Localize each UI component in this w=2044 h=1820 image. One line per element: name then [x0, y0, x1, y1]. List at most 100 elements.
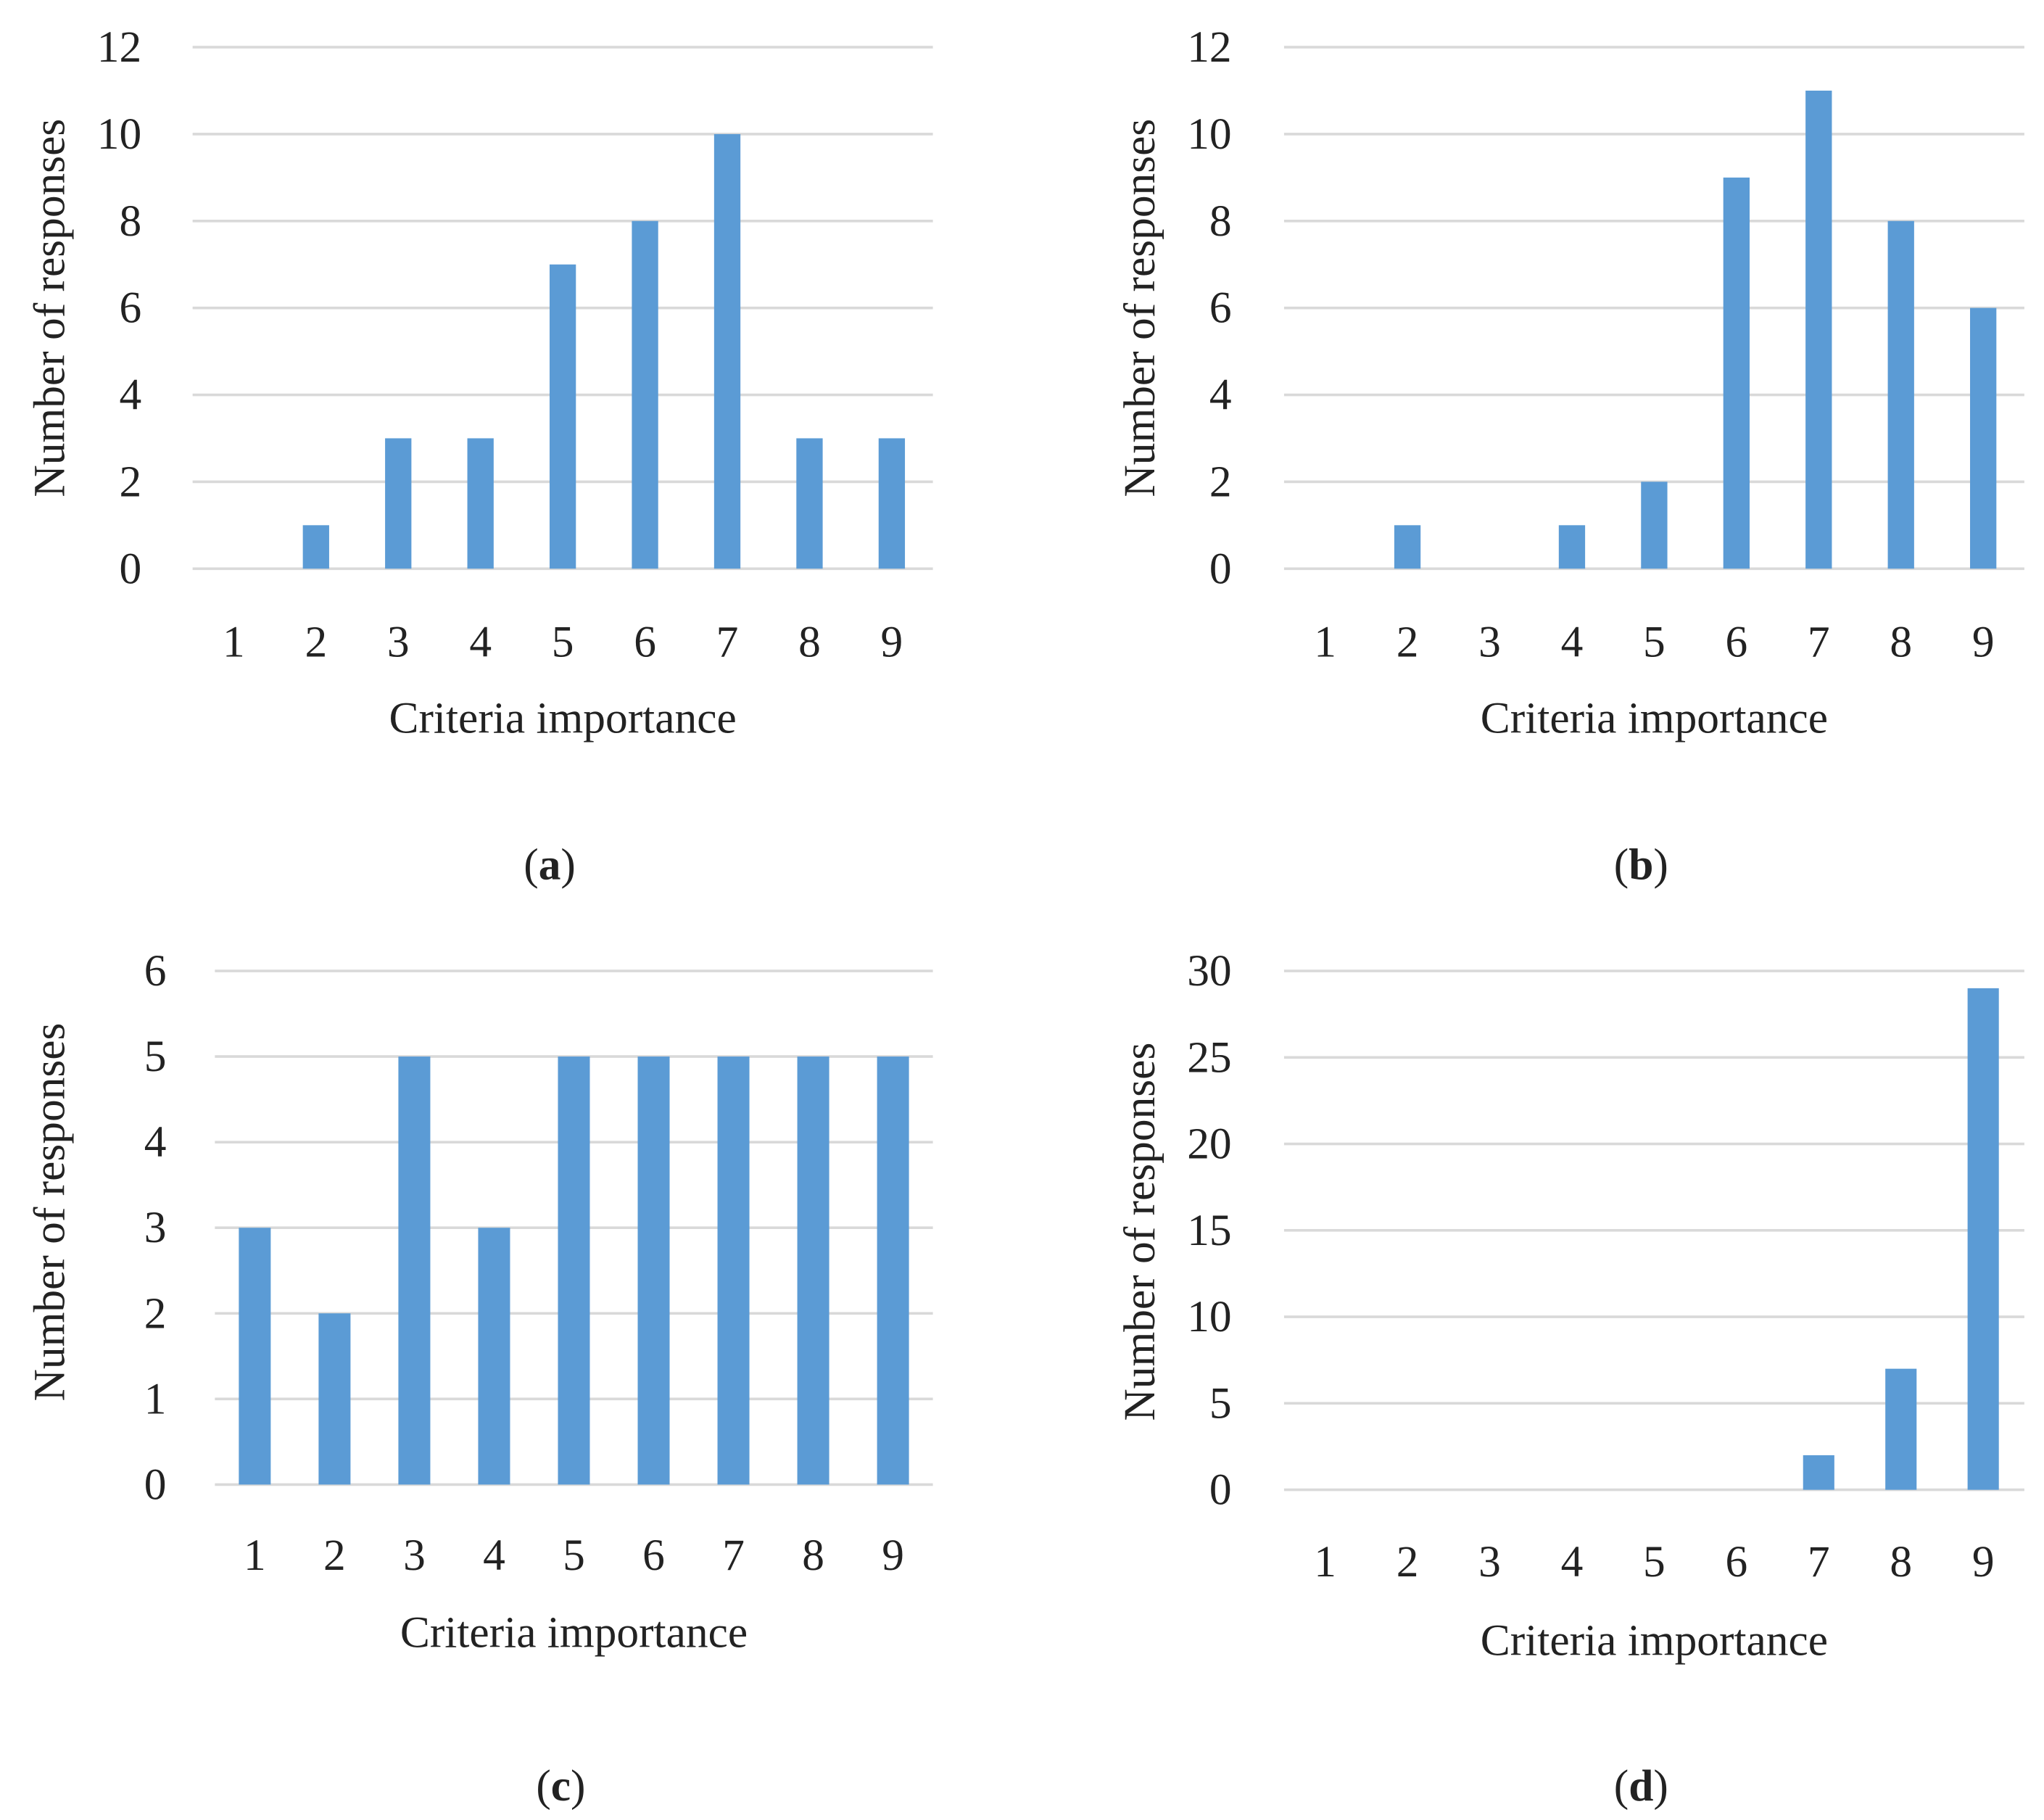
x-tick-label: 4: [1561, 1537, 1584, 1587]
bar-c-1: [239, 1228, 271, 1485]
bar-c-7: [717, 1056, 750, 1485]
x-tick-label: 7: [1808, 1537, 1830, 1587]
y-tick-label: 2: [119, 457, 141, 506]
panel-label-paren: ): [571, 1761, 585, 1811]
x-axis-title: Criteria importance: [1481, 1616, 1828, 1665]
y-axis-title: Number of responses: [1115, 1043, 1164, 1421]
panel-label-paren: ): [560, 840, 575, 890]
bar-a-5: [549, 264, 576, 569]
chart-panel-c: 0 1 2 3 4 5 6 1 2 3 4 5 6 7 8 9 Criteria importance Numbe…: [25, 946, 933, 1811]
bar-c-3: [398, 1056, 431, 1485]
panel-label-paren: ): [1653, 840, 1668, 890]
y-tick-label: 1: [144, 1374, 167, 1423]
panel-label: (c): [536, 1761, 585, 1811]
x-tick-label: 5: [563, 1531, 585, 1580]
x-tick-label: 6: [1725, 1537, 1747, 1587]
y-tick-label: 6: [119, 284, 141, 333]
x-tick-label: 6: [634, 617, 656, 666]
x-tick-label: 6: [642, 1531, 665, 1580]
y-tick-label: 30: [1187, 946, 1231, 996]
panel-label-paren: (: [524, 840, 538, 890]
bar-a-9: [878, 438, 906, 569]
y-tick-label: 0: [1209, 1465, 1232, 1515]
x-tick-label: 5: [1643, 617, 1666, 666]
bar-b-5: [1641, 481, 1668, 569]
x-tick-label: 8: [802, 1531, 824, 1580]
y-tick-label: 15: [1187, 1206, 1231, 1255]
x-axis-title: Criteria importance: [1481, 693, 1828, 743]
x-tick-label: 7: [1808, 617, 1830, 666]
y-tick-label: 20: [1187, 1120, 1231, 1169]
bar-d-9: [1967, 988, 1999, 1490]
y-tick-label: 4: [119, 371, 141, 420]
x-tick-label: 5: [552, 617, 574, 666]
y-tick-label: 5: [144, 1032, 167, 1081]
x-tick-label: 1: [1314, 1537, 1336, 1587]
x-axis-title: Criteria importance: [389, 693, 737, 743]
bar-b-9: [1970, 307, 1997, 569]
bar-c-9: [877, 1056, 909, 1485]
x-axis-title: Criteria importance: [400, 1608, 748, 1658]
y-tick-label: 25: [1187, 1033, 1231, 1082]
bar-d-8: [1885, 1368, 1917, 1490]
bar-c-2: [318, 1313, 351, 1485]
x-tick-label: 2: [305, 617, 327, 666]
panel-label: (d): [1614, 1761, 1668, 1811]
panel-label-letter: b: [1629, 840, 1653, 890]
panel-label-paren: (: [1614, 840, 1629, 890]
panel-label-letter: c: [551, 1761, 571, 1811]
y-tick-label: 3: [144, 1203, 167, 1252]
bar-a-4: [467, 438, 494, 569]
bar-a-3: [385, 438, 412, 569]
x-tick-label: 4: [469, 617, 492, 666]
x-tick-label: 4: [483, 1531, 505, 1580]
y-tick-label: 12: [1187, 22, 1231, 72]
bar-a-7: [713, 133, 741, 569]
y-tick-label: 4: [144, 1117, 167, 1167]
x-tick-label: 8: [1890, 1537, 1912, 1587]
x-tick-label: 5: [1643, 1537, 1666, 1587]
x-tick-label: 2: [1397, 617, 1419, 666]
panel-label: (a): [524, 840, 576, 890]
x-tick-label: 8: [1890, 617, 1912, 666]
panel-label-letter: a: [539, 840, 561, 890]
bar-a-2: [302, 525, 329, 569]
bar-c-6: [637, 1056, 670, 1485]
x-tick-label: 9: [1972, 1537, 1995, 1587]
y-tick-label: 2: [1209, 457, 1232, 506]
x-tick-label: 1: [223, 617, 245, 666]
x-tick-label: 6: [1725, 617, 1747, 666]
y-axis-title: Number of responses: [25, 119, 75, 497]
y-tick-label: 8: [1209, 197, 1232, 246]
x-tick-label: 9: [881, 617, 903, 666]
x-tick-label: 8: [798, 617, 821, 666]
y-tick-label: 8: [119, 197, 141, 246]
bar-a-6: [632, 220, 658, 569]
x-tick-label: 9: [1972, 617, 1995, 666]
panel-label-letter: d: [1629, 1761, 1653, 1811]
panel-label-paren: (: [536, 1761, 550, 1811]
bar-b-8: [1887, 220, 1914, 569]
y-tick-label: 0: [1209, 544, 1232, 593]
x-tick-label: 4: [1561, 617, 1584, 666]
chart-panel-d: 0 5 10 15 20 25 30 1 2 3 4 5 6 7 8 9 Criteria importance…: [1115, 946, 2024, 1811]
x-tick-label: 2: [1397, 1537, 1419, 1587]
y-tick-label: 10: [1187, 109, 1231, 159]
bar-c-8: [797, 1056, 829, 1485]
y-tick-label: 4: [1209, 371, 1232, 420]
y-tick-label: 2: [144, 1289, 167, 1338]
y-tick-label: 12: [97, 22, 141, 72]
y-tick-label: 10: [1187, 1292, 1231, 1341]
y-tick-label: 0: [119, 544, 141, 593]
bar-d-7: [1803, 1455, 1834, 1490]
bar-c-5: [558, 1056, 590, 1485]
x-tick-label: 7: [722, 1531, 745, 1580]
y-tick-label: 5: [1209, 1378, 1232, 1428]
bar-b-2: [1394, 525, 1421, 569]
panel-label-paren: ): [1653, 1761, 1668, 1811]
panel-label-paren: (: [1614, 1761, 1629, 1811]
x-tick-label: 9: [882, 1531, 904, 1580]
x-tick-label: 2: [323, 1531, 346, 1580]
